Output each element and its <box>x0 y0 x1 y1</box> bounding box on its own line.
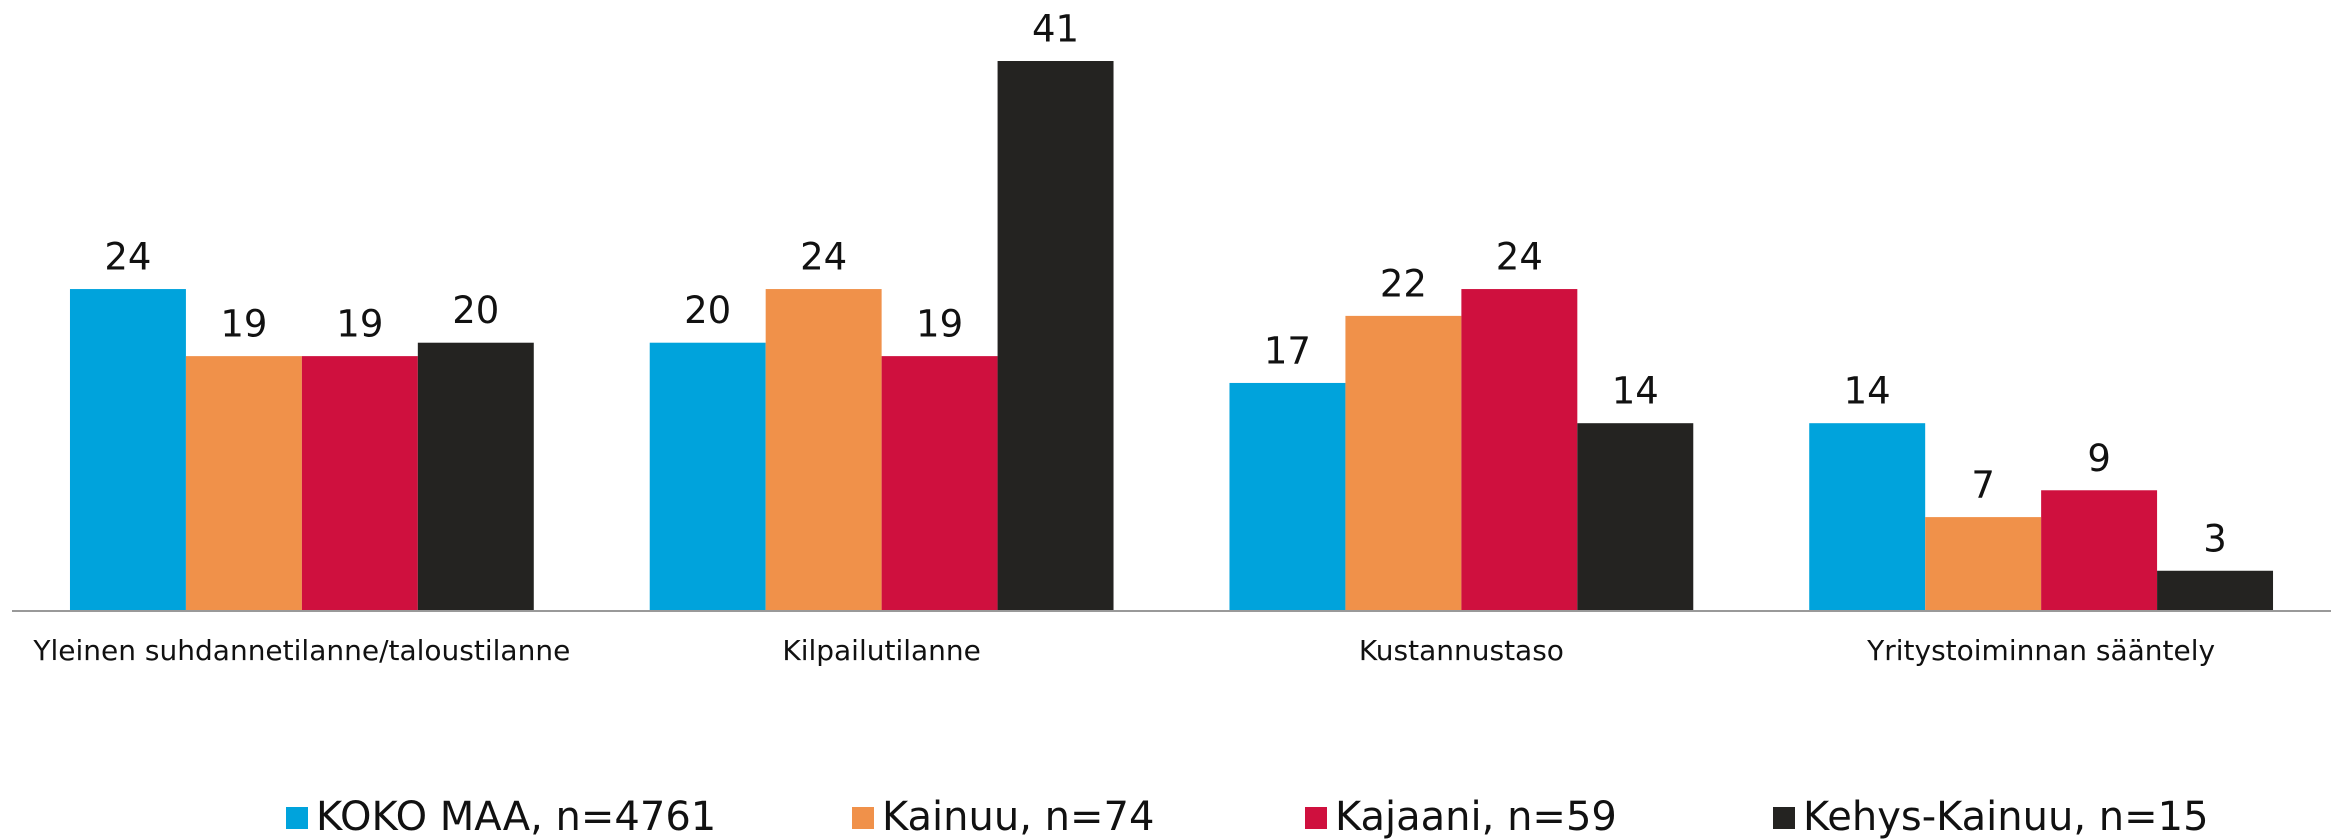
bar <box>185 356 302 611</box>
bar <box>1577 423 1694 611</box>
value-label: 24 <box>800 236 847 279</box>
bar <box>649 342 766 611</box>
legend-swatch <box>852 807 874 829</box>
bar <box>1461 289 1578 611</box>
value-label: 41 <box>1032 8 1079 51</box>
bar <box>301 356 418 611</box>
category-label: Yritystoiminnan sääntely <box>1866 634 2215 667</box>
bar <box>1345 315 1462 611</box>
bar <box>997 61 1114 611</box>
bar <box>1229 382 1346 611</box>
bar <box>1925 517 2042 611</box>
bar <box>1809 423 1926 611</box>
bar <box>417 342 534 611</box>
value-label: 24 <box>104 236 151 279</box>
value-label: 19 <box>336 303 383 346</box>
bar <box>2041 490 2158 611</box>
legend-swatch <box>1305 807 1327 829</box>
value-label: 17 <box>1264 329 1311 372</box>
value-label: 3 <box>2203 517 2227 560</box>
legend-label: Kehys-Kainuu, n=15 <box>1803 794 2209 840</box>
value-label: 9 <box>2087 437 2111 480</box>
value-label: 22 <box>1380 262 1427 305</box>
bar <box>881 356 998 611</box>
category-label: Kustannustaso <box>1359 634 1564 667</box>
value-label: 20 <box>452 289 499 332</box>
value-label: 20 <box>684 289 731 332</box>
legend-label: Kajaani, n=59 <box>1335 794 1617 840</box>
category-label: Kilpailutilanne <box>782 634 981 667</box>
bar <box>2157 570 2274 611</box>
bar <box>69 289 186 611</box>
value-label: 7 <box>1971 464 1995 507</box>
category-label: Yleinen suhdannetilanne/taloustilanne <box>32 634 570 667</box>
bar <box>765 289 882 611</box>
legend-swatch <box>1773 807 1795 829</box>
value-label: 24 <box>1496 236 1543 279</box>
value-label: 14 <box>1612 370 1659 413</box>
legend-label: KOKO MAA, n=4761 <box>316 794 716 840</box>
value-label: 19 <box>220 303 267 346</box>
value-label: 19 <box>916 303 963 346</box>
legend-swatch <box>286 807 308 829</box>
value-label: 14 <box>1844 370 1891 413</box>
legend-label: Kainuu, n=74 <box>882 794 1154 840</box>
